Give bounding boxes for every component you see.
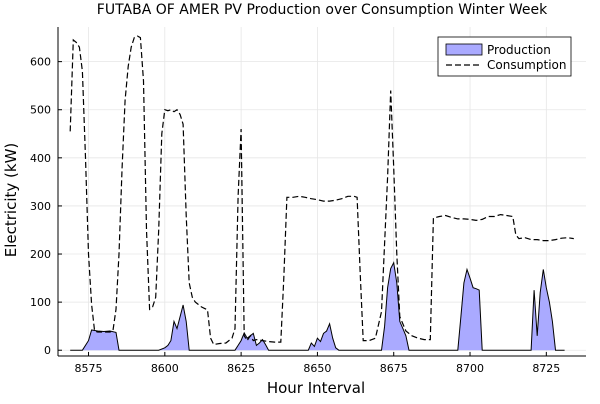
legend-box — [437, 36, 572, 77]
x-tick-label: 8675 — [380, 362, 408, 375]
x-tick-label: 8625 — [227, 362, 255, 375]
y-tick-label: 100 — [30, 296, 51, 309]
y-axis-label: Electricity (kW) — [2, 143, 20, 258]
production-outline — [70, 261, 565, 351]
y-tick-label: 300 — [30, 200, 51, 213]
x-tick-label: 8725 — [532, 362, 560, 375]
legend-label-1: Consumption — [487, 58, 566, 72]
x-tick-label: 8700 — [456, 362, 484, 375]
x-tick-label: 8600 — [151, 362, 179, 375]
consumption-line — [69, 35, 574, 346]
y-tick-label: 0 — [44, 344, 51, 357]
x-tick-label: 8575 — [75, 362, 103, 375]
y-tick-label: 400 — [30, 152, 51, 165]
y-tick-label: 600 — [30, 56, 51, 69]
legend-label-0: Production — [487, 43, 551, 57]
x-axis-label: Hour Interval — [267, 379, 365, 397]
y-tick-label: 200 — [30, 248, 51, 261]
plot-area: 8575 8600 8625 8650 8675 8700 8725 0 100 200 300 40… — [30, 27, 586, 375]
y-tick-label: 500 — [30, 104, 51, 117]
chart-title: FUTABA OF AMER PV Production over Consum… — [97, 2, 548, 18]
legend-swatch-production — [445, 43, 483, 56]
production-area — [70, 262, 565, 351]
x-tick-label: 8650 — [303, 362, 331, 375]
